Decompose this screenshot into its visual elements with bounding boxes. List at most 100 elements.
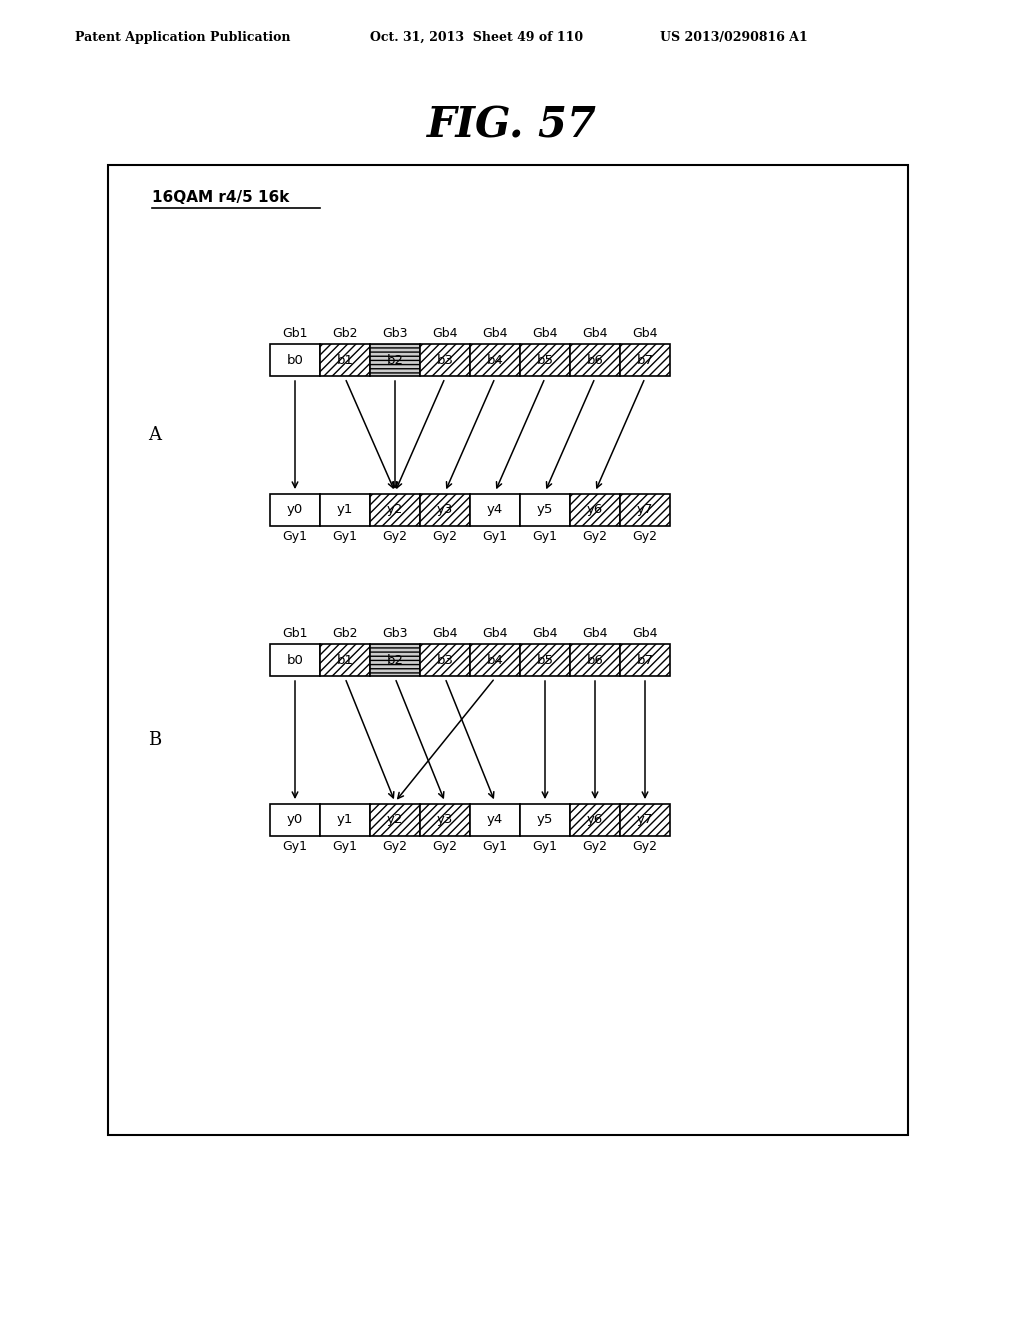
Bar	[470, 345, 520, 376]
Text: y1: y1	[337, 503, 353, 516]
Text: Gb4: Gb4	[432, 627, 458, 640]
Text: y5: y5	[537, 503, 553, 516]
Text: Gb4: Gb4	[632, 627, 657, 640]
Text: b3: b3	[436, 354, 454, 367]
Bar	[570, 345, 620, 376]
Bar	[420, 644, 470, 676]
Bar	[470, 644, 520, 676]
Bar	[319, 494, 370, 525]
Text: Gb1: Gb1	[283, 627, 308, 640]
Bar	[620, 804, 670, 836]
Bar	[319, 804, 370, 836]
Text: b3: b3	[436, 653, 454, 667]
Bar	[319, 345, 370, 376]
Bar	[520, 494, 570, 525]
Bar	[370, 494, 420, 525]
Text: Gy2: Gy2	[633, 840, 657, 853]
Bar	[620, 804, 670, 836]
Text: Gb3: Gb3	[382, 627, 408, 640]
Bar	[420, 804, 470, 836]
Text: Gy1: Gy1	[532, 840, 557, 853]
Bar	[620, 494, 670, 525]
Text: y0: y0	[287, 813, 303, 826]
Bar	[620, 345, 670, 376]
Bar	[319, 345, 370, 376]
Bar	[420, 804, 470, 836]
Bar	[470, 494, 520, 525]
Text: Gy2: Gy2	[383, 531, 408, 543]
Bar	[570, 644, 620, 676]
Bar	[620, 644, 670, 676]
Text: y2: y2	[387, 813, 403, 826]
Text: y3: y3	[437, 813, 454, 826]
Bar	[370, 345, 420, 376]
Text: B: B	[148, 731, 162, 748]
Text: b7: b7	[637, 653, 653, 667]
Text: b0: b0	[287, 354, 303, 367]
Bar	[570, 494, 620, 525]
Bar	[108, 165, 908, 1135]
Text: y4: y4	[486, 813, 503, 826]
Bar	[370, 804, 420, 836]
Bar	[420, 345, 470, 376]
Bar	[420, 494, 470, 525]
Bar	[420, 644, 470, 676]
Text: 16QAM r4/5 16k: 16QAM r4/5 16k	[152, 190, 290, 205]
Text: Gb4: Gb4	[482, 627, 508, 640]
Bar	[570, 494, 620, 525]
Bar	[420, 345, 470, 376]
Text: Gb2: Gb2	[332, 327, 357, 341]
Bar	[370, 644, 420, 676]
Bar	[370, 644, 420, 676]
Text: US 2013/0290816 A1: US 2013/0290816 A1	[660, 30, 808, 44]
Bar	[319, 644, 370, 676]
Text: y6: y6	[587, 503, 603, 516]
Text: y3: y3	[437, 503, 454, 516]
Bar	[620, 345, 670, 376]
Bar	[520, 804, 570, 836]
Text: Gy2: Gy2	[432, 840, 458, 853]
Text: Gy1: Gy1	[482, 531, 508, 543]
Text: y6: y6	[587, 813, 603, 826]
Text: Gy2: Gy2	[583, 840, 607, 853]
Bar	[570, 345, 620, 376]
Text: b4: b4	[486, 653, 504, 667]
Text: Gb4: Gb4	[583, 627, 608, 640]
Bar	[470, 345, 520, 376]
Bar	[620, 644, 670, 676]
Text: Patent Application Publication: Patent Application Publication	[75, 30, 291, 44]
Text: Gb4: Gb4	[583, 327, 608, 341]
Text: b1: b1	[337, 653, 353, 667]
Text: b2: b2	[386, 354, 403, 367]
Text: Gb1: Gb1	[283, 327, 308, 341]
Text: Gy1: Gy1	[333, 531, 357, 543]
Bar	[470, 804, 520, 836]
Text: b6: b6	[587, 653, 603, 667]
Text: y1: y1	[337, 813, 353, 826]
Text: Gy1: Gy1	[532, 531, 557, 543]
Bar	[420, 494, 470, 525]
Text: FIG. 57: FIG. 57	[427, 104, 597, 147]
Bar	[570, 644, 620, 676]
Text: Gb2: Gb2	[332, 627, 357, 640]
Text: Gy2: Gy2	[583, 531, 607, 543]
Bar	[370, 494, 420, 525]
Bar	[370, 804, 420, 836]
Text: Gy1: Gy1	[283, 840, 307, 853]
Text: b5: b5	[537, 354, 554, 367]
Bar	[620, 494, 670, 525]
Text: A: A	[148, 426, 162, 444]
Text: b0: b0	[287, 653, 303, 667]
Text: Gy2: Gy2	[633, 531, 657, 543]
Bar	[270, 494, 319, 525]
Bar	[520, 345, 570, 376]
Text: Gy1: Gy1	[333, 840, 357, 853]
Text: Gy1: Gy1	[482, 840, 508, 853]
Text: Gy1: Gy1	[283, 531, 307, 543]
Text: y0: y0	[287, 503, 303, 516]
Bar	[270, 345, 319, 376]
Text: b4: b4	[486, 354, 504, 367]
Bar	[520, 345, 570, 376]
Text: b2: b2	[386, 653, 403, 667]
Text: b6: b6	[587, 354, 603, 367]
